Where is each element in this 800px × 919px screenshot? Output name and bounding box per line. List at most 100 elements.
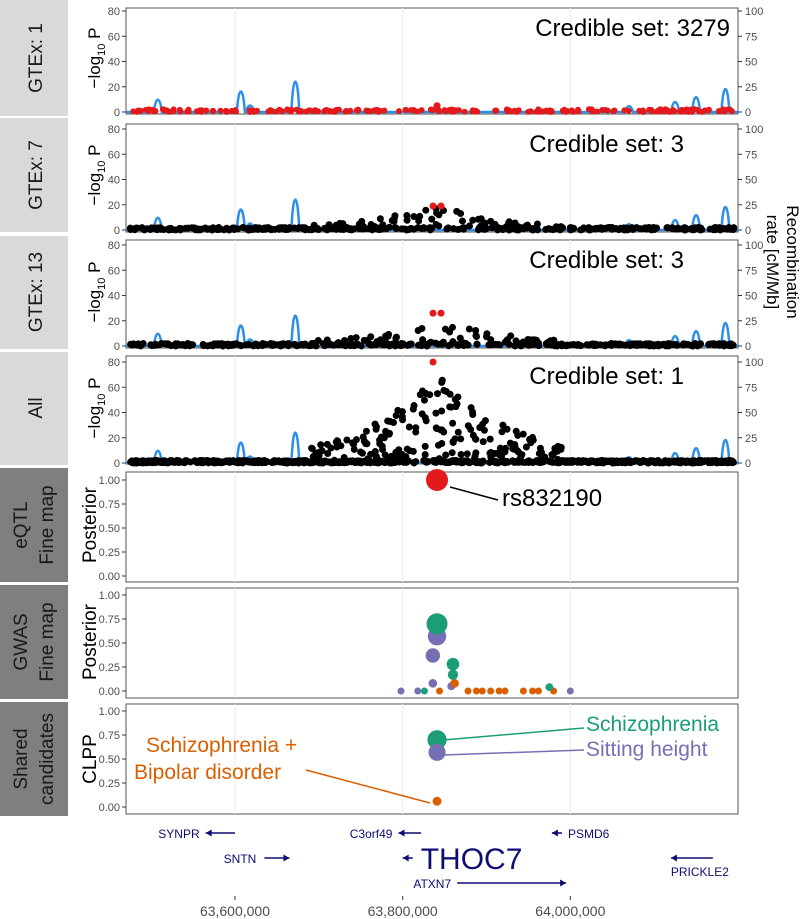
variant-point bbox=[149, 106, 156, 113]
variant-point bbox=[322, 107, 329, 114]
strip-label: GTEx: 7 bbox=[26, 140, 47, 210]
variant-point bbox=[444, 224, 452, 232]
right-tick-label: 100 bbox=[745, 6, 763, 18]
variant-point bbox=[434, 441, 442, 449]
y-tick-label: 80 bbox=[108, 240, 120, 252]
variant-point bbox=[730, 224, 738, 232]
variant-point bbox=[710, 224, 718, 232]
variant-point bbox=[325, 458, 333, 466]
variant-point bbox=[270, 457, 278, 465]
variant-point bbox=[588, 340, 596, 348]
variant-point bbox=[479, 438, 487, 446]
variant-point bbox=[415, 217, 423, 225]
variant-point bbox=[522, 443, 530, 451]
variant-point bbox=[161, 106, 168, 113]
variant-point bbox=[474, 215, 482, 223]
variant-point bbox=[347, 334, 355, 342]
variant-point bbox=[505, 107, 512, 114]
variant-point bbox=[557, 443, 565, 451]
gene-track: SYNPR SNTN C3orf49 PSMD6 THOC7 PRICKLE2 ATXN7 bbox=[158, 827, 729, 891]
variant-point bbox=[533, 457, 541, 465]
variant-point bbox=[399, 416, 407, 424]
variant-point bbox=[446, 390, 454, 398]
variant-point bbox=[402, 453, 410, 461]
right-tick-label: 0 bbox=[745, 341, 751, 353]
gwas-point bbox=[397, 687, 405, 695]
variant-point bbox=[151, 341, 159, 349]
variant-point bbox=[644, 340, 652, 348]
variant-point bbox=[473, 340, 481, 348]
variant-point bbox=[666, 458, 674, 466]
variant-point bbox=[176, 106, 183, 113]
variant-point bbox=[127, 340, 135, 348]
variant-point bbox=[566, 224, 574, 232]
variant-point bbox=[564, 341, 572, 349]
variant-point bbox=[135, 107, 142, 114]
variant-point bbox=[350, 445, 358, 453]
variant-point bbox=[258, 342, 266, 350]
y-tick-label: 20 bbox=[108, 316, 120, 328]
gene-arrowhead bbox=[560, 879, 567, 887]
strip-label: Shared candidates bbox=[11, 713, 58, 805]
y-tick-label: 80 bbox=[108, 6, 120, 18]
variant-point bbox=[529, 433, 537, 441]
variant-point bbox=[410, 459, 418, 467]
variant-point bbox=[390, 215, 398, 223]
gwas-point bbox=[428, 679, 438, 688]
variant-point bbox=[181, 342, 189, 350]
variant-point bbox=[682, 224, 690, 232]
variant-point bbox=[130, 108, 137, 115]
variant-point bbox=[334, 341, 342, 349]
x-tick-label: 63,600,000 bbox=[200, 903, 270, 919]
strip-label: GTEx: 13 bbox=[26, 252, 47, 332]
variant-point bbox=[434, 390, 442, 398]
variant-point bbox=[448, 449, 456, 457]
variant-point bbox=[503, 458, 511, 466]
variant-point bbox=[131, 226, 139, 234]
variant-point bbox=[498, 428, 506, 436]
variant-point bbox=[692, 225, 700, 233]
gwas-point bbox=[519, 687, 527, 695]
variant-point bbox=[377, 457, 385, 465]
variant-point bbox=[471, 435, 479, 443]
gene-arrowhead bbox=[283, 854, 290, 862]
variant-point bbox=[527, 439, 535, 447]
x-tick-label: 64,000,000 bbox=[535, 903, 605, 919]
variant-point bbox=[725, 458, 733, 466]
variant-point bbox=[505, 226, 513, 234]
variant-points bbox=[127, 358, 737, 467]
gwas-point bbox=[426, 613, 448, 635]
plot-area bbox=[125, 471, 739, 583]
y-tick-label: 40 bbox=[108, 408, 120, 420]
variant-point bbox=[487, 448, 495, 456]
variant-point bbox=[482, 333, 490, 341]
variant-point bbox=[435, 211, 443, 219]
variant-point bbox=[427, 338, 435, 346]
variant-point bbox=[517, 453, 525, 461]
variant-point bbox=[568, 107, 575, 114]
variant-point bbox=[463, 341, 471, 349]
variant-point bbox=[131, 459, 139, 467]
variant-point bbox=[514, 431, 522, 439]
gene-label: PSMD6 bbox=[568, 827, 610, 841]
variant-point bbox=[444, 458, 452, 466]
variant-point bbox=[611, 107, 618, 114]
variant-point bbox=[239, 457, 247, 465]
schizophrenia-label: Schizophrenia bbox=[586, 713, 719, 736]
variant-point bbox=[511, 440, 519, 448]
variant-point bbox=[234, 225, 242, 233]
gwas-point bbox=[529, 687, 537, 695]
y-tick-label: 1.00 bbox=[99, 706, 120, 718]
variant-point bbox=[402, 225, 410, 233]
variant-point bbox=[166, 226, 174, 234]
y-tick-label: 0 bbox=[114, 341, 120, 353]
variant-point bbox=[594, 108, 601, 115]
variant-point bbox=[549, 226, 557, 234]
variant-point bbox=[242, 341, 250, 349]
variant-point bbox=[536, 444, 544, 452]
variant-point bbox=[203, 107, 210, 114]
variant-point bbox=[298, 224, 306, 232]
y-ticks: 0.00 0.25 0.50 0.75 1.00 bbox=[99, 590, 126, 698]
variant-point bbox=[372, 423, 380, 431]
variant-point bbox=[349, 439, 357, 447]
